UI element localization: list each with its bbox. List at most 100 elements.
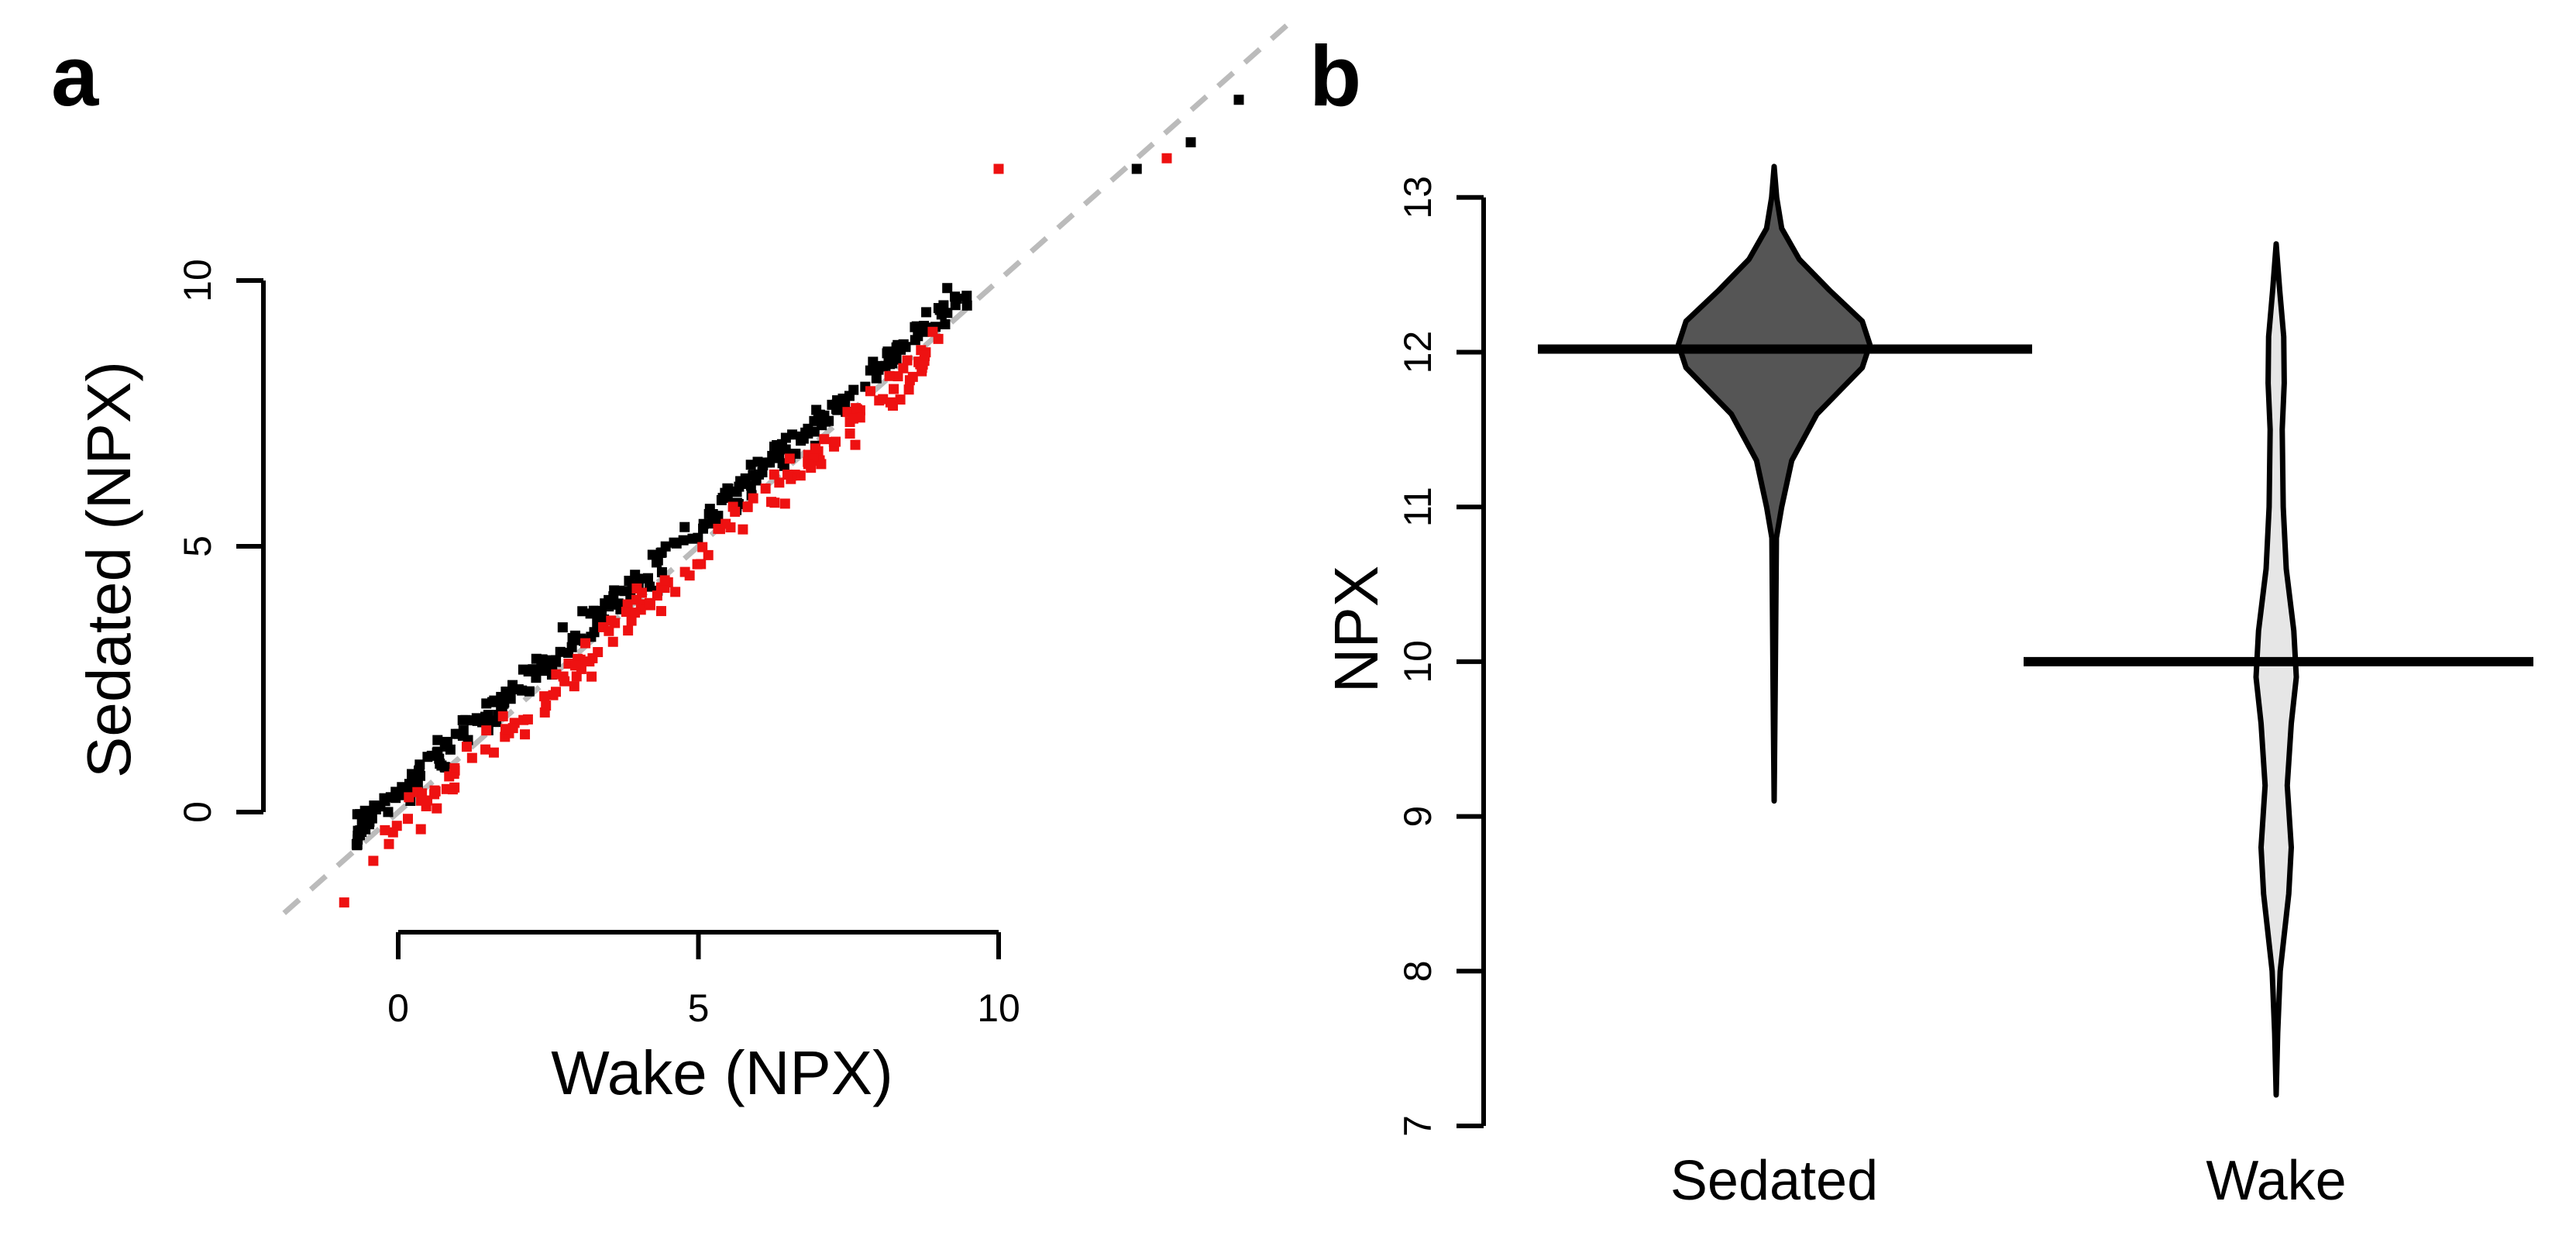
scatter-point-red xyxy=(520,729,531,740)
scatter-point-black xyxy=(780,444,791,455)
scatter-point-red xyxy=(607,636,618,647)
scatter-point-red xyxy=(784,453,795,464)
scatter-point-red xyxy=(766,497,777,508)
scatter-point-red xyxy=(703,549,714,560)
y-tick-label: 5 xyxy=(176,535,219,557)
scatter-point-red xyxy=(422,795,433,806)
y-tick-label: 0 xyxy=(176,801,219,823)
scatter-point-red xyxy=(810,443,821,454)
scatter-panel: a 0 5 10 0 5 10 Sedated (NPX) Wake (NPX) xyxy=(51,18,1295,1107)
y-tick-label: 12 xyxy=(1396,331,1439,374)
scatter-point-black xyxy=(840,399,851,410)
scatter-point-black xyxy=(787,429,798,440)
scatter-point-black xyxy=(460,714,471,725)
scatter-point-red xyxy=(626,615,637,626)
scatter-point-black xyxy=(762,457,772,468)
scatter-point-black xyxy=(942,283,953,294)
scatter-point-red xyxy=(903,384,914,395)
scatter-point-black xyxy=(698,518,709,529)
scatter-point-black xyxy=(871,373,882,384)
scatter-point-red xyxy=(500,724,511,735)
x-tick-label: 10 xyxy=(977,986,1020,1030)
scatter-point-black xyxy=(513,684,524,695)
y-tick-label: 13 xyxy=(1396,176,1439,219)
scatter-point-black xyxy=(481,698,492,709)
scatter-point-black xyxy=(523,666,534,676)
scatter-point-red xyxy=(659,575,670,586)
scatter-point-red xyxy=(850,439,861,450)
scatter-point-red xyxy=(884,370,895,381)
category-labels: Sedated Wake xyxy=(1670,1150,2347,1212)
scatter-point-red xyxy=(927,326,938,337)
scatter-point-red xyxy=(551,669,562,680)
scatter-point-red xyxy=(848,413,858,424)
scatter-point-black xyxy=(408,772,419,783)
scatter-point-red xyxy=(403,814,414,824)
scatter-point-red xyxy=(415,824,426,835)
scatter-point-black xyxy=(656,567,667,578)
violin-wake xyxy=(2253,241,2299,1098)
scatter-point-black xyxy=(950,291,961,302)
scatter-point-black xyxy=(693,532,703,543)
scatter-point-black xyxy=(669,537,679,548)
scatter-point-red xyxy=(721,518,731,529)
scatter-point-outlier xyxy=(1131,164,1142,174)
scatter-point-black xyxy=(950,300,961,311)
scatter-point-black xyxy=(551,655,562,666)
scatter-point-red xyxy=(488,747,499,758)
scatter-point-red xyxy=(644,597,655,608)
scatter-point-red xyxy=(541,701,552,711)
scatter-point-black xyxy=(505,694,516,704)
scatter-point-red xyxy=(782,470,793,480)
scatter-point-black xyxy=(882,346,893,357)
scatter-point-outlier xyxy=(993,164,1004,174)
scatter-point-red xyxy=(895,394,906,405)
scatter-point-black xyxy=(432,747,442,758)
scatter-point-black xyxy=(536,663,547,674)
scatter-point-red xyxy=(480,744,491,755)
y-tick-label: 10 xyxy=(176,259,219,302)
x-tick-label: 5 xyxy=(688,986,710,1030)
scatter-point-black xyxy=(604,594,614,605)
scatter-point-black xyxy=(652,555,663,566)
scatter-point-black xyxy=(472,715,483,726)
category-label: Sedated xyxy=(1670,1150,1878,1212)
scatter-point-black xyxy=(796,431,807,442)
scatter-point-black xyxy=(591,605,602,616)
scatter-point-red xyxy=(696,559,707,570)
scatter-point-black xyxy=(772,452,783,463)
scatter-point-black xyxy=(921,307,932,318)
scatter-point-black xyxy=(873,364,884,375)
scatter-point-red xyxy=(447,784,458,795)
scatter-point-red xyxy=(570,660,581,671)
scatter-point-black xyxy=(757,466,768,477)
scatter-point-black xyxy=(656,547,667,558)
scatter-point-black xyxy=(566,642,577,652)
scatter-point-red xyxy=(831,436,841,447)
y-tick-label: 10 xyxy=(1396,640,1439,683)
scatter-point-red xyxy=(889,384,899,394)
scatter-point-red xyxy=(500,731,511,742)
scatter-point-red xyxy=(902,355,913,366)
scatter-point-red xyxy=(380,824,390,835)
scatter-point-red xyxy=(920,350,930,361)
scatter-point-black xyxy=(489,695,500,706)
scatter-point-red xyxy=(497,711,508,721)
scatter-point-outlier xyxy=(1161,153,1172,164)
scatter-point-red xyxy=(387,827,398,838)
scatter-point-black xyxy=(717,492,728,503)
scatter-point-black xyxy=(910,335,920,346)
scatter-point-red xyxy=(559,676,570,687)
scatter-point-black xyxy=(831,399,842,410)
scatter-point-red xyxy=(652,590,662,601)
scatter-point-red xyxy=(604,625,614,636)
scatter-point-black xyxy=(531,673,542,683)
y-axis: 7 8 9 10 11 12 13 xyxy=(1396,176,1486,1137)
scatter-point-black xyxy=(390,787,401,797)
y-axis-title: NPX xyxy=(1322,566,1391,694)
scatter-point-black xyxy=(567,632,578,643)
violin-panel: b 7 8 9 10 11 12 13 Sedated Wake NPX xyxy=(1309,29,2533,1212)
scatter-point-red xyxy=(522,714,533,725)
scatter-point-black xyxy=(735,476,746,487)
